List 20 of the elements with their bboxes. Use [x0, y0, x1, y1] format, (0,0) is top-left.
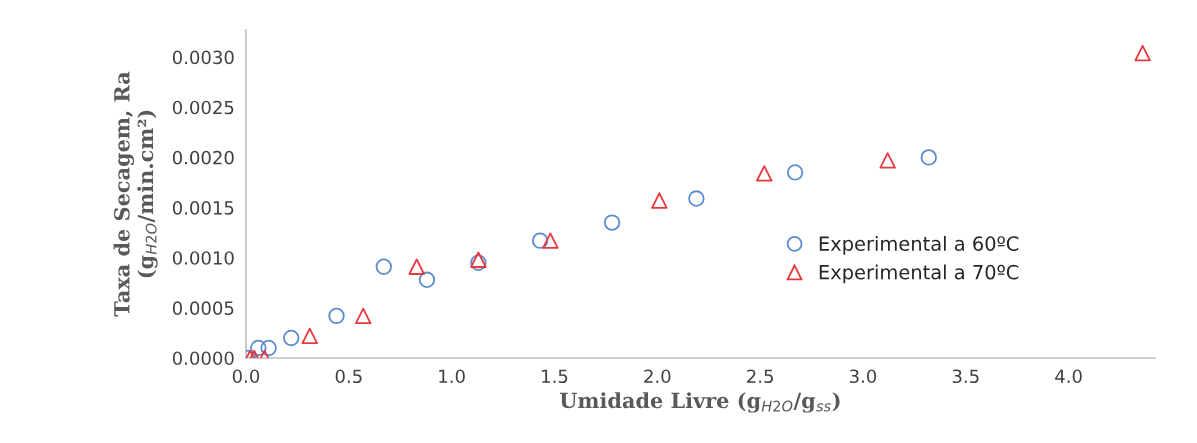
x-tick-label: 2.5	[747, 369, 773, 384]
y-tick-label: 0.0000	[172, 351, 234, 366]
x-axis-title: Umidade Livre (g$_{H2O}$/g$_{ss}$)	[559, 392, 840, 413]
legend-label: Experimental a 70ºC	[819, 264, 1019, 284]
y-tick-label: 0.0020	[172, 150, 234, 165]
y-tick-label: 0.0030	[172, 50, 234, 65]
x-tick-label: 1.5	[542, 369, 568, 384]
y-tick-label: 0.0015	[172, 201, 234, 215]
x-tick-label: 4.0	[1055, 369, 1082, 384]
y-tick-label: 0.0025	[172, 100, 234, 115]
x-tick-label: 0.5	[335, 369, 362, 384]
y-tick-label: 0.0005	[172, 301, 234, 315]
x-tick-label: 3.0	[849, 369, 877, 384]
y-tick-label: 0.0010	[172, 251, 234, 265]
x-tick-label: 3.5	[952, 369, 979, 384]
x-tick-label: 0.0	[232, 369, 260, 384]
legend-label: Experimental a 60ºC	[819, 235, 1019, 255]
x-tick-label: 1.0	[439, 369, 465, 384]
y-axis-title: Taxa de Secagem, Ra (g$_{H2O}$/min.cm²)	[113, 71, 158, 317]
x-tick-label: 2.0	[644, 369, 671, 384]
